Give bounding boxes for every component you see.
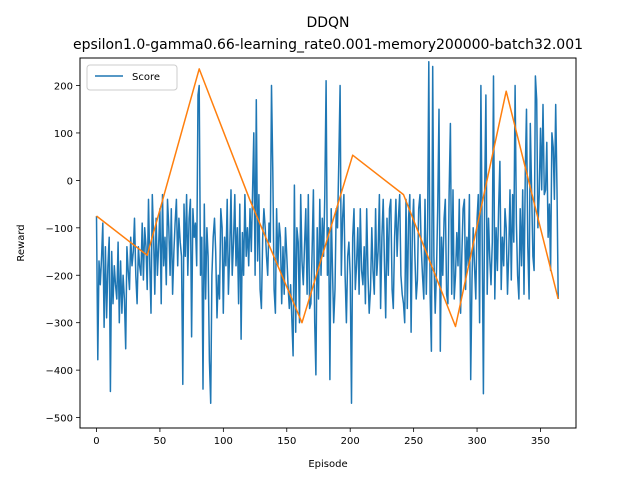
y-tick-label: −200	[46, 271, 73, 282]
series-line-trend	[96, 68, 559, 328]
y-tick-label: 100	[54, 129, 73, 140]
series-layer	[95, 61, 559, 405]
x-tick-label: 100	[214, 436, 233, 447]
y-axis-label: Reward	[16, 224, 27, 261]
series-line-score	[95, 61, 559, 405]
x-tick-label: 300	[468, 436, 487, 447]
y-tick-label: −100	[46, 224, 73, 235]
x-tick-label: 250	[404, 436, 423, 447]
chart-title: DDQN	[306, 15, 349, 31]
x-tick-label: 150	[277, 436, 296, 447]
plot-frame	[79, 57, 577, 429]
x-tick-label: 50	[154, 436, 167, 447]
x-tick-label: 350	[531, 436, 550, 447]
y-tick-label: 0	[67, 176, 73, 187]
legend-box	[86, 64, 178, 91]
y-tick-label: 200	[54, 82, 73, 93]
legend: Score	[86, 64, 178, 91]
y-tick-label: −500	[46, 414, 73, 425]
legend-label-score: Score	[132, 72, 160, 83]
y-tick-label: −400	[46, 366, 73, 377]
x-tick-label: 200	[341, 436, 360, 447]
x-axis-label: Episode	[308, 459, 347, 470]
x-ticks: 0 50 100 150 200 250 300 350	[93, 428, 550, 447]
x-tick-label: 0	[93, 436, 99, 447]
y-ticks: −500 −400 −300 −200 −100 0 100 200	[46, 82, 80, 425]
y-tick-label: −300	[46, 319, 73, 330]
chart-subtitle: epsilon1.0-gamma0.66-learning_rate0.001-…	[73, 37, 583, 53]
